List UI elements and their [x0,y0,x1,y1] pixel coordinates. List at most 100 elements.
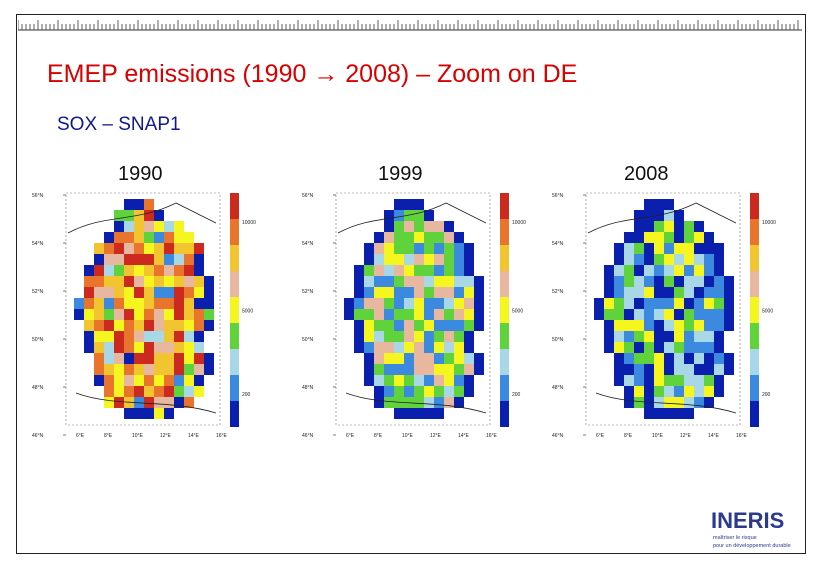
grid-cell [414,386,424,397]
grid-cell [424,232,434,243]
grid-cell [374,386,384,397]
grid-cell [204,309,214,320]
grid-cell [164,408,174,419]
grid-cell [414,397,424,408]
grid-cell [194,309,204,320]
grid-cell [644,320,654,331]
grid-cell [154,265,164,276]
grid-cell [374,342,384,353]
grid-cell [614,320,624,331]
grid-cell [614,331,624,342]
colorbar-segment [500,349,509,375]
grid-cell [464,320,474,331]
grid-cell [394,243,404,254]
grid-cell [674,276,684,287]
grid-cell [364,375,374,386]
grid-cell [124,265,134,276]
grid-cell [124,276,134,287]
grid-cell [374,287,384,298]
grid-cell [654,353,664,364]
colorbar-segment [500,193,509,219]
grid-cell [364,243,374,254]
grid-cell [694,221,704,232]
grid-cell [424,243,434,254]
grid-cell [654,320,664,331]
lon-tick-label: 10°E [652,433,664,439]
grid-cell [464,342,474,353]
grid-cell [644,309,654,320]
grid-cell [684,298,694,309]
grid-cell [164,342,174,353]
grid-cell [464,265,474,276]
grid-cell [704,265,714,276]
grid-cell [184,243,194,254]
grid-cell [144,309,154,320]
lat-tick-label: 56°N [302,193,314,199]
grid-cell [194,342,204,353]
grid-cell [364,320,374,331]
lon-tick-label: 16°E [216,433,228,439]
grid-cell [124,243,134,254]
grid-cell [424,298,434,309]
grid-cell [664,298,674,309]
colorbar-segment [750,271,759,297]
border-line [75,392,217,414]
grid-cell [724,309,734,320]
grid-cell [374,243,384,254]
grid-cell [124,353,134,364]
grid-cell [414,375,424,386]
grid-cell [124,254,134,265]
year-label-2008: 2008 [624,163,669,185]
grid-cell [134,232,144,243]
grid-cell [444,265,454,276]
grid-cell [134,265,144,276]
grid-cell [184,386,194,397]
emission-grid [594,199,734,419]
grid-cell [654,386,664,397]
grid-cell [384,364,394,375]
grid-cell [424,210,434,221]
grid-cell [404,364,414,375]
grid-cell [174,331,184,342]
grid-cell [664,364,674,375]
grid-cell [384,265,394,276]
grid-cell [714,287,724,298]
grid-cell [624,353,634,364]
coastline [587,202,737,234]
grid-cell [684,265,694,276]
grid-cell [104,397,114,408]
grid-cell [404,276,414,287]
grid-cell [184,309,194,320]
grid-cell [134,254,144,265]
grid-cell [394,331,404,342]
grid-cell [144,353,154,364]
grid-cell [454,364,464,375]
colorbar-segment [750,245,759,271]
grid-cell [144,375,154,386]
grid-cell [134,353,144,364]
grid-cell [164,243,174,254]
grid-cell [704,331,714,342]
year-label-1999: 1999 [378,163,423,185]
grid-cell [364,254,374,265]
grid-cell [414,265,424,276]
grid-cell [354,298,364,309]
logo-tagline-2: pour un développement durable [713,543,791,549]
grid-cell [114,221,124,232]
grid-cell [664,375,674,386]
grid-cell [174,276,184,287]
grid-cell [144,210,154,221]
grid-cell [694,243,704,254]
grid-cell [624,320,634,331]
grid-cell [364,287,374,298]
grid-cell [714,364,724,375]
grid-cell [194,320,204,331]
slide-subtitle: SOX – SNAP1 [57,114,181,135]
grid-cell [604,309,614,320]
grid-cell [614,276,624,287]
grid-cell [444,276,454,287]
grid-cell [144,397,154,408]
grid-cell [614,364,624,375]
grid-cell [364,309,374,320]
grid-cell [454,342,464,353]
